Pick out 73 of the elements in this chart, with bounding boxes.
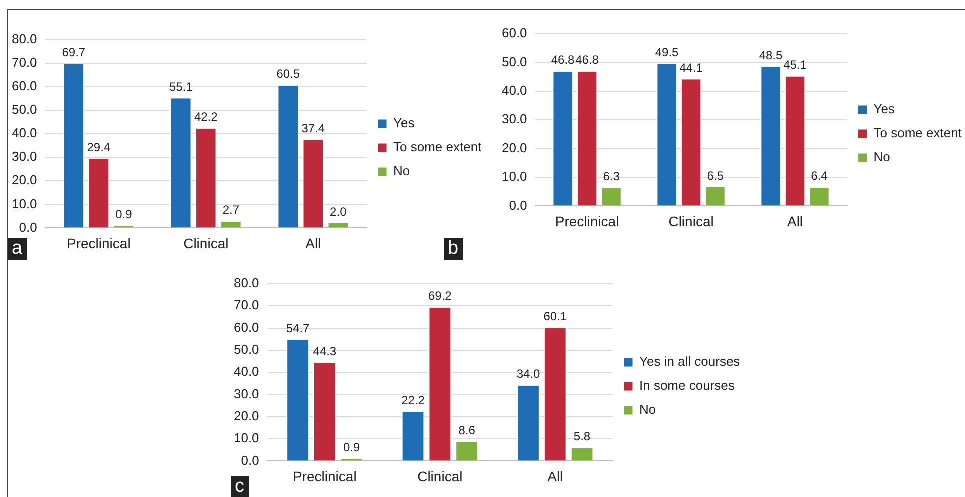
x-tick-label: Preclinical — [293, 468, 357, 484]
x-tick-label: Preclinical — [67, 235, 131, 252]
legend-label: In some courses — [640, 378, 736, 394]
y-tick-label: 80.0 — [12, 32, 38, 47]
data-label: 22.2 — [402, 393, 426, 408]
data-label: 5.8 — [574, 430, 591, 444]
y-tick-label: 80.0 — [234, 276, 260, 291]
data-label: 44.1 — [680, 60, 704, 75]
data-label: 0.9 — [116, 207, 133, 222]
x-tick-label: All — [306, 235, 322, 252]
legend-label: Yes — [394, 116, 416, 131]
data-label: 69.2 — [428, 289, 452, 304]
legend-label: To some extent — [394, 140, 482, 155]
x-tick-label: Clinical — [418, 468, 463, 484]
data-label: 69.7 — [62, 46, 86, 60]
y-tick-label: 10.0 — [502, 169, 528, 184]
data-label: 44.3 — [313, 344, 337, 358]
x-tick-label: Clinical — [184, 235, 229, 252]
data-label: 29.4 — [87, 140, 111, 154]
data-label: 6.4 — [811, 169, 828, 184]
data-label: 6.3 — [603, 169, 620, 184]
y-tick-label: 50.0 — [234, 342, 260, 358]
y-tick-label: 0.0 — [19, 220, 38, 235]
y-tick-label: 20.0 — [502, 140, 528, 156]
y-tick-label: 70.0 — [234, 298, 260, 313]
y-tick-label: 40.0 — [12, 126, 38, 141]
legend-label: Yes — [874, 102, 896, 117]
data-label: 45.1 — [784, 58, 808, 72]
y-tick-label: 70.0 — [12, 55, 38, 70]
y-tick-label: 10.0 — [234, 430, 260, 446]
y-tick-label: 0.0 — [509, 198, 528, 213]
y-tick-label: 10.0 — [12, 196, 38, 212]
y-tick-label: 50.0 — [502, 54, 528, 70]
x-tick-label: All — [787, 213, 804, 230]
x-tick-label: All — [548, 468, 564, 484]
data-label: 46.8 — [551, 53, 576, 68]
y-tick-label: 60.0 — [502, 26, 528, 41]
data-label: 8.6 — [458, 423, 476, 438]
y-tick-label: 30.0 — [502, 112, 528, 127]
legend-label: No — [640, 402, 656, 418]
legend-label: No — [874, 150, 890, 165]
data-label: 2.7 — [222, 203, 240, 218]
y-tick-label: 40.0 — [234, 364, 260, 380]
data-label: 42.2 — [194, 110, 218, 124]
data-label: 60.1 — [544, 309, 568, 324]
legend-label: No — [394, 164, 410, 179]
y-tick-label: 30.0 — [234, 386, 260, 402]
data-label: 6.5 — [707, 168, 724, 183]
y-tick-label: 60.0 — [12, 78, 38, 94]
data-label: 34.0 — [516, 367, 540, 382]
text: b — [444, 238, 463, 260]
data-label: 0.9 — [343, 440, 360, 455]
y-tick-label: 20.0 — [12, 172, 38, 188]
text: a — [8, 238, 27, 260]
x-tick-label: Clinical — [668, 213, 714, 230]
y-tick-label: 50.0 — [12, 102, 38, 118]
y-tick-label: 30.0 — [12, 149, 38, 164]
data-label: 48.5 — [759, 48, 783, 62]
y-tick-label: 20.0 — [234, 408, 260, 424]
data-label: 49.5 — [655, 45, 680, 60]
y-tick-label: 60.0 — [234, 320, 260, 335]
data-label: 37.4 — [302, 122, 326, 136]
data-label: 55.1 — [169, 80, 194, 94]
x-tick-label: Preclinical — [555, 213, 620, 230]
data-label: 2.0 — [330, 204, 348, 219]
data-label: 46.8 — [576, 53, 600, 68]
data-label: 60.5 — [276, 67, 300, 82]
y-tick-label: 0.0 — [241, 452, 260, 468]
y-tick-label: 40.0 — [502, 82, 528, 98]
data-label: 54.7 — [286, 321, 310, 336]
legend-label: Yes in all courses — [640, 354, 741, 370]
legend-label: To some extent — [874, 126, 962, 141]
text: c — [231, 476, 248, 497]
